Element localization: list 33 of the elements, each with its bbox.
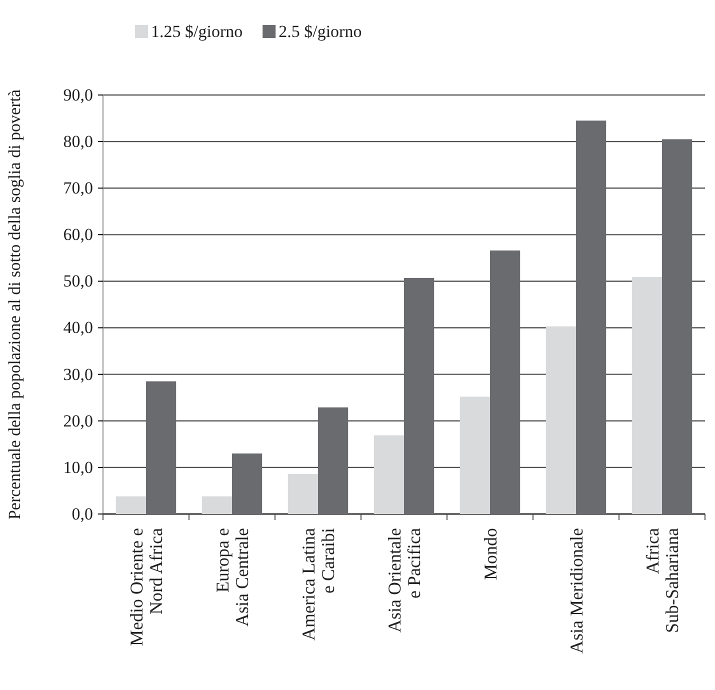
x-tick-label: Mondo	[480, 528, 500, 580]
bar	[374, 435, 404, 514]
x-tick-label: Medio Oriente e Nord Africa	[126, 528, 166, 646]
y-axis-title: Percentuale della popolazione al di sotto della soglia di povertà	[5, 89, 24, 520]
y-tick-label: 90,0	[63, 85, 93, 104]
x-tick-label: Africa Sub-Sahariana	[642, 528, 682, 633]
y-tick-label: 80,0	[63, 132, 93, 151]
bar	[404, 278, 434, 514]
y-tick-label: 60,0	[63, 225, 93, 244]
y-tick-label: 20,0	[63, 411, 93, 430]
x-tick-label: Asia Meridionale	[566, 528, 586, 654]
bar	[318, 407, 348, 514]
x-tick-label: America Latina e Caraibi	[298, 528, 338, 640]
legend-label: 1.25 $/giorno	[151, 22, 243, 41]
y-tick-label: 40,0	[63, 318, 93, 338]
bar	[490, 250, 520, 514]
bar	[546, 326, 576, 514]
bar	[576, 120, 606, 514]
legend-label: 2.5 $/giorno	[278, 22, 362, 41]
x-tick-label: Europa e Asia Centrale	[212, 528, 252, 626]
bar	[460, 396, 490, 514]
y-tick-label: 30,0	[63, 364, 93, 384]
bar	[288, 474, 318, 514]
bar	[146, 381, 176, 514]
y-tick-label: 70,0	[63, 178, 93, 198]
bar	[662, 139, 692, 514]
bar	[632, 277, 662, 514]
bar	[232, 453, 262, 514]
y-tick-label: 10,0	[63, 458, 93, 477]
bar	[116, 496, 146, 514]
bar	[202, 496, 232, 514]
y-tick-label: 50,0	[63, 272, 93, 291]
y-tick-label: 0,0	[72, 504, 93, 524]
